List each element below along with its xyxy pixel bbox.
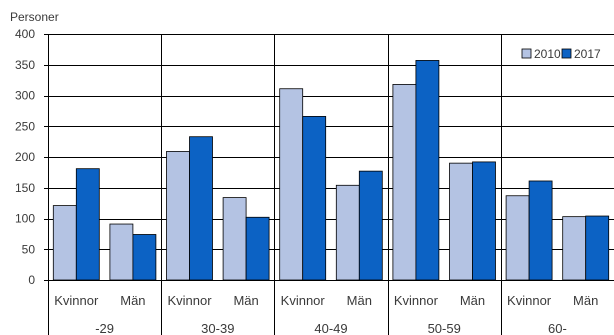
age-group-label: -29: [95, 321, 114, 335]
legend: 2010 2017: [521, 47, 601, 61]
y-tick-label: 400: [15, 27, 35, 41]
age-group-label: 60-: [548, 321, 567, 335]
plot-frame: [48, 34, 614, 335]
y-tick-label: 300: [15, 89, 35, 103]
bar-2017-9: [585, 215, 610, 281]
y-axis-ticks: 0 50 100 150 200 250 300 350 400: [15, 27, 48, 287]
x-tick-label: Män: [347, 293, 372, 308]
bar-2017-4: [302, 116, 327, 281]
x-tick-label: Kvinnor: [281, 293, 326, 308]
y-tick-label: 0: [28, 273, 35, 287]
bar-2010-4: [279, 88, 304, 281]
bar-2010-6: [392, 84, 417, 281]
bar-2010-5: [335, 184, 360, 281]
bar-2010-3: [222, 197, 247, 281]
bar-2010-1: [109, 223, 134, 281]
bar-2010-9: [562, 216, 587, 281]
bar-2017-8: [528, 180, 553, 281]
x-tick-label: Kvinnor: [167, 293, 212, 308]
legend-label: 2010: [534, 47, 561, 61]
y-tick-label: 200: [15, 150, 35, 164]
bar-2010-2: [166, 151, 190, 281]
bar-2017-0: [75, 168, 100, 281]
age-group-label: 50-59: [428, 321, 461, 335]
x-axis-labels: Kvinnor Män Kvinnor Män Kvinnor Män Kvinnor Män…: [54, 293, 598, 335]
x-tick-label: Män: [460, 293, 485, 308]
legend-swatch-2017: [561, 48, 572, 59]
x-tick-label: Män: [120, 293, 145, 308]
bar-2017-6: [415, 60, 440, 281]
y-tick-label: 50: [22, 242, 36, 256]
age-group-label: 40-49: [314, 321, 347, 335]
x-tick-label: Män: [573, 293, 598, 308]
bar-2017-7: [472, 161, 496, 281]
x-tick-label: Kvinnor: [507, 293, 552, 308]
legend-label: 2017: [574, 47, 601, 61]
bar-2017-1: [132, 234, 157, 281]
x-tick-label: Kvinnor: [54, 293, 99, 308]
x-tick-label: Män: [233, 293, 258, 308]
bar-2017-2: [189, 136, 213, 281]
bar-2010-0: [52, 205, 77, 281]
age-group-label: 30-39: [201, 321, 234, 335]
bar-2010-8: [505, 195, 530, 281]
bars: [52, 60, 610, 281]
x-tick-label: Kvinnor: [394, 293, 439, 308]
y-tick-label: 150: [15, 181, 35, 195]
bar-2017-5: [358, 170, 383, 281]
y-tick-label: 100: [15, 212, 35, 226]
y-tick-label: 250: [15, 119, 35, 133]
y-tick-label: 350: [15, 58, 35, 72]
bar-2010-7: [449, 162, 473, 281]
bar-2017-3: [245, 216, 270, 281]
y-axis-label: Personer: [10, 10, 59, 24]
legend-swatch-2010: [521, 48, 532, 59]
